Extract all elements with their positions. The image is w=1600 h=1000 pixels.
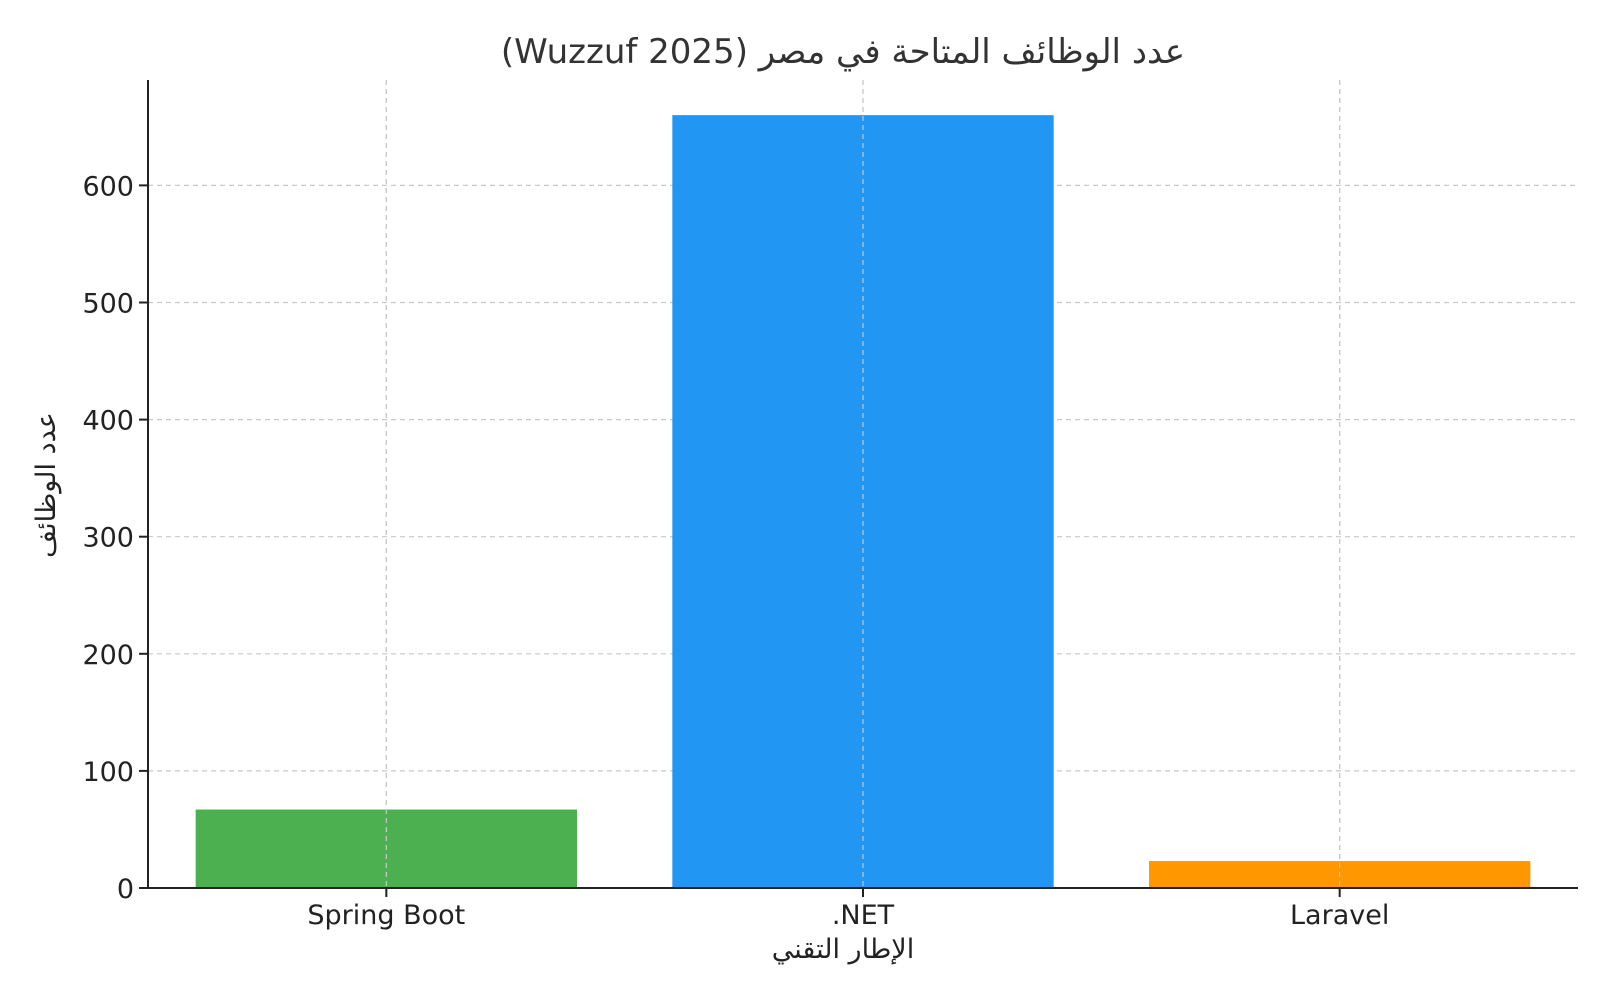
y-tick-label: 400 bbox=[82, 406, 134, 437]
bars-layer bbox=[195, 80, 1531, 888]
bar-net bbox=[672, 115, 1054, 888]
x-tick-label: Laravel bbox=[1290, 900, 1389, 931]
x-tick-label: Spring Boot bbox=[307, 900, 465, 931]
y-tick-label: 100 bbox=[82, 757, 134, 788]
x-tick-label: .NET bbox=[832, 900, 895, 931]
chart-title: عدد الوظائف المتاحة في مصر (Wuzzuf 2025) bbox=[501, 32, 1185, 72]
y-tick-label: 300 bbox=[82, 523, 134, 554]
y-tick-label: 600 bbox=[82, 171, 134, 202]
y-tick-label: 500 bbox=[82, 288, 134, 319]
ticks-layer: 0 100 200 300 400 500 600 Spring Boot .NET Larave… bbox=[82, 171, 1389, 931]
y-tick-label: 200 bbox=[82, 640, 134, 671]
y-axis-label: عدد الوظائف bbox=[31, 412, 62, 558]
y-tick-label: 0 bbox=[117, 874, 134, 905]
x-axis-label: الإطار التقني bbox=[772, 934, 914, 965]
